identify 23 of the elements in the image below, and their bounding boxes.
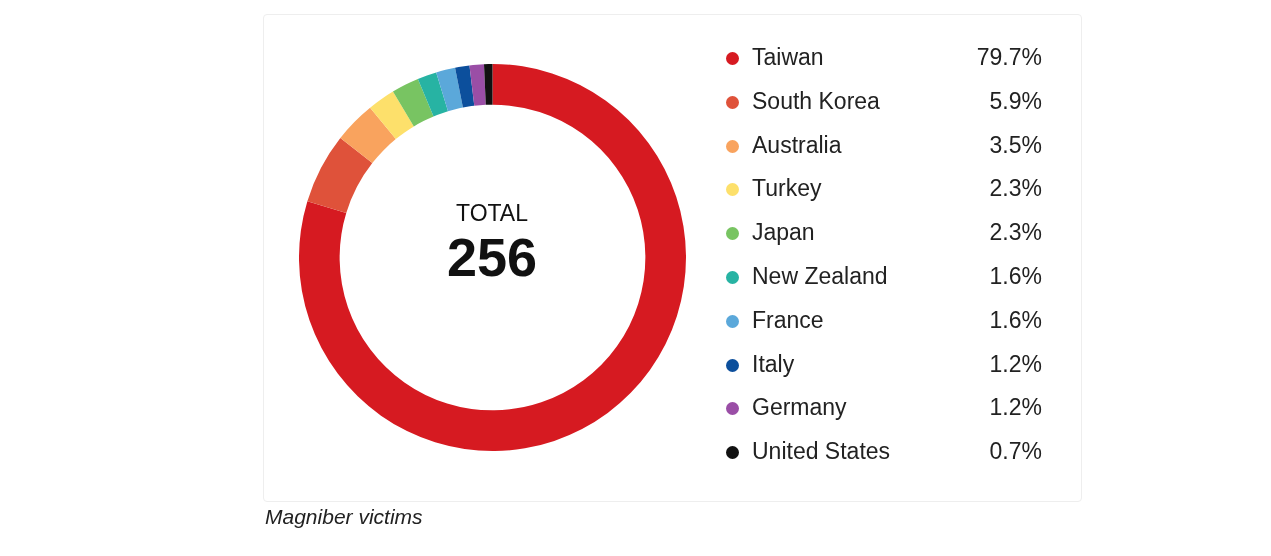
- legend-label: Australia: [752, 131, 842, 159]
- data-label: 0.7%: [989, 438, 1042, 466]
- text: 256: [445, 227, 539, 287]
- legend-label: Turkey: [752, 175, 822, 203]
- text: Magniber victims: [265, 505, 423, 529]
- data-label: 79.7%: [976, 44, 1042, 71]
- data-label: 2.3%: [989, 175, 1042, 203]
- legend-label: Germany: [752, 394, 847, 422]
- data-label: 1.2%: [989, 394, 1042, 422]
- legend-label: Italy: [752, 350, 795, 378]
- data-label: 2.3%: [989, 219, 1042, 247]
- data-label: 3.5%: [989, 131, 1042, 159]
- legend-label: Taiwan: [752, 44, 824, 71]
- legend-label: United States: [752, 438, 891, 466]
- legend-label: France: [752, 306, 824, 334]
- text: TOTAL: [455, 200, 529, 227]
- legend-label: New Zealand: [752, 262, 888, 290]
- data-label: 1.2%: [989, 350, 1042, 378]
- data-label: 1.6%: [989, 306, 1042, 334]
- legend-label: Japan: [752, 219, 815, 247]
- data-label: 1.6%: [989, 262, 1042, 290]
- data-label: 5.9%: [989, 87, 1042, 115]
- legend-label: South Korea: [752, 87, 880, 115]
